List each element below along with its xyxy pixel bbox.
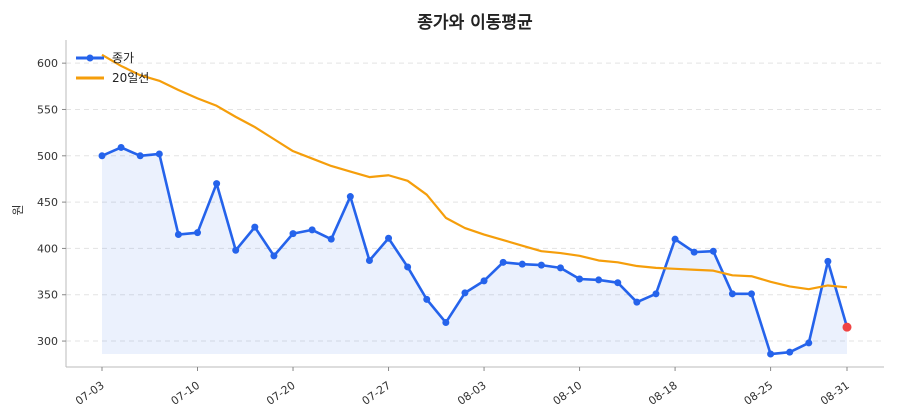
close-data-point [385, 234, 393, 242]
x-tick-label: 08-25 [742, 379, 776, 408]
close-area-fill [102, 147, 847, 355]
y-tick-label: 600 [37, 57, 58, 70]
close-data-point [595, 276, 603, 284]
legend: 종가 20일선 [76, 51, 149, 85]
x-tick-label: 07-03 [73, 379, 107, 408]
close-data-point [767, 350, 775, 358]
close-data-point [289, 230, 297, 238]
x-tick-label: 08-31 [818, 379, 852, 408]
close-data-point [308, 226, 316, 234]
close-data-point [671, 235, 679, 243]
y-tick-label: 300 [37, 335, 58, 348]
close-data-point [824, 257, 832, 265]
y-tick-label: 400 [37, 242, 58, 255]
close-data-point [747, 290, 755, 298]
close-data-point [537, 261, 545, 269]
close-data-point [232, 246, 240, 254]
close-data-point [365, 256, 373, 264]
close-last-point [842, 322, 852, 332]
close-data-point [461, 289, 469, 297]
x-tick-label: 08-18 [646, 379, 680, 408]
close-data-point [728, 290, 736, 298]
close-data-point [556, 264, 564, 272]
close-data-point [155, 150, 163, 158]
ma20-series-line [101, 53, 848, 291]
legend-ma20-label: 20일선 [112, 71, 149, 85]
series-lines [98, 53, 852, 358]
x-tick-label: 08-10 [551, 379, 585, 408]
close-data-point [213, 180, 221, 188]
close-area [102, 147, 847, 355]
close-data-point [346, 193, 354, 201]
x-tick-label: 07-10 [169, 379, 203, 408]
close-data-point [709, 247, 717, 255]
y-tick-label: 350 [37, 289, 58, 302]
y-tick-label: 550 [37, 103, 58, 116]
y-axis-title: 원 [11, 204, 25, 215]
chart-title: 종가와 이동평균 [417, 13, 533, 33]
close-data-point [633, 298, 641, 306]
close-data-point [480, 277, 488, 285]
close-data-point [174, 231, 182, 239]
close-data-point [576, 275, 584, 283]
close-data-point [442, 319, 450, 327]
close-data-point [499, 258, 507, 266]
close-data-point [251, 223, 259, 231]
close-data-point [805, 339, 813, 347]
close-data-point [117, 143, 125, 151]
close-data-point [518, 260, 526, 268]
close-data-point [652, 290, 660, 298]
legend-close-label: 종가 [112, 51, 134, 65]
close-data-point [786, 348, 794, 356]
close-data-point [690, 248, 698, 256]
close-data-point [423, 295, 431, 303]
y-tick-label: 500 [37, 150, 58, 163]
close-data-point [327, 235, 335, 243]
close-data-point [136, 152, 144, 160]
close-data-point [614, 279, 622, 287]
x-tick-label: 07-27 [360, 379, 394, 408]
grid-lines [66, 62, 884, 342]
close-data-point [98, 152, 106, 160]
legend-close-marker [86, 54, 94, 62]
y-tick-label: 450 [37, 196, 58, 209]
close-data-point [404, 263, 412, 271]
x-tick-label: 07-20 [264, 379, 298, 408]
close-data-point [270, 252, 278, 260]
axes [62, 40, 884, 371]
close-data-point [194, 229, 202, 237]
x-tick-label: 08-03 [455, 379, 489, 408]
